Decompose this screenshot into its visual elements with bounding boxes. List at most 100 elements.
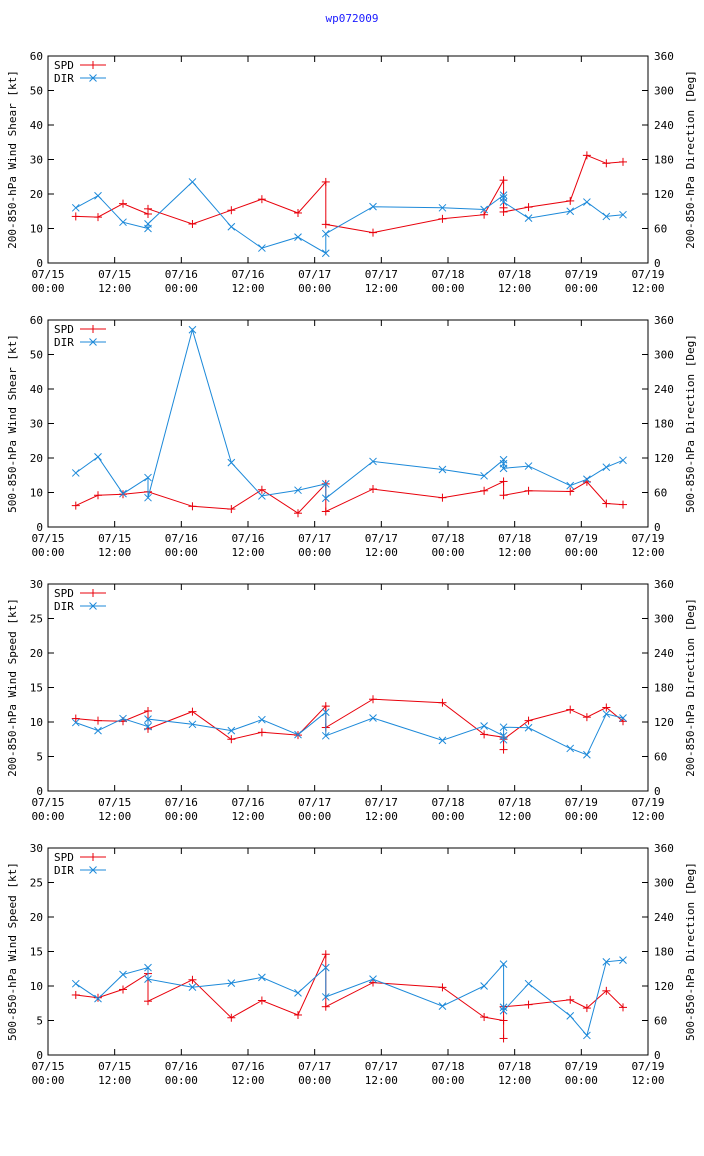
x-tick-time: 00:00 <box>565 546 598 559</box>
y-tick-label: 20 <box>30 647 43 660</box>
x-tick-time: 12:00 <box>365 282 398 295</box>
x-tick-date: 07/15 <box>31 532 64 545</box>
x-tick-time: 00:00 <box>165 1074 198 1087</box>
x-tick-time: 12:00 <box>498 282 531 295</box>
chart-500-850-wind-shear: 010203040506006012018024030036007/1500:0… <box>6 314 697 559</box>
data-point-dir <box>321 229 330 238</box>
data-point-spd <box>321 702 330 711</box>
x-tick-date: 07/18 <box>431 268 464 281</box>
y2-tick-label: 360 <box>654 578 674 591</box>
data-point-spd <box>144 204 152 213</box>
data-point-dir <box>438 736 447 745</box>
data-point-spd <box>71 714 80 723</box>
data-point-spd <box>188 707 197 716</box>
data-point-dir <box>144 963 152 972</box>
x-tick-date: 07/16 <box>165 532 198 545</box>
y-tick-label: 25 <box>30 877 43 890</box>
data-point-dir <box>602 710 611 718</box>
data-point-dir <box>499 191 508 200</box>
data-point-dir <box>94 191 102 200</box>
x-tick-time: 00:00 <box>165 282 198 295</box>
x-tick-time: 00:00 <box>31 546 64 559</box>
y2-axis-label: 200-850-hPa Direction [Deg] <box>684 598 697 777</box>
y-tick-label: 60 <box>30 314 43 327</box>
data-point-dir <box>71 979 80 988</box>
page-title: wp072009 <box>325 12 379 25</box>
data-point-spd <box>619 500 627 509</box>
data-point-dir <box>524 979 533 988</box>
x-tick-date: 07/19 <box>565 532 598 545</box>
data-point-dir <box>321 708 330 717</box>
data-point-dir <box>258 715 266 724</box>
y-tick-label: 30 <box>30 418 43 431</box>
data-point-spd <box>499 1016 508 1025</box>
data-point-dir <box>188 325 197 334</box>
x-tick-date: 07/18 <box>498 268 531 281</box>
data-point-dir <box>499 735 508 744</box>
data-point-dir <box>499 1006 508 1015</box>
data-point-dir <box>227 726 236 735</box>
data-point-dir <box>294 989 302 997</box>
data-point-spd <box>119 985 127 994</box>
x-tick-date: 07/16 <box>231 268 264 281</box>
data-point-spd <box>119 199 127 208</box>
y2-tick-label: 180 <box>654 946 674 959</box>
data-point-spd <box>438 214 447 223</box>
data-point-dir <box>369 714 377 722</box>
data-point-spd <box>524 486 533 495</box>
data-point-spd <box>582 151 591 160</box>
data-point-dir <box>321 963 330 972</box>
data-point-spd <box>94 213 102 222</box>
x-tick-time: 12:00 <box>231 282 264 295</box>
data-point-dir <box>71 718 80 727</box>
data-point-dir <box>294 486 302 495</box>
x-tick-date: 07/19 <box>565 796 598 809</box>
data-point-dir <box>94 452 102 461</box>
data-point-dir <box>144 473 152 482</box>
data-point-dir <box>369 975 377 983</box>
data-point-spd <box>227 1013 236 1022</box>
x-tick-time: 00:00 <box>431 1074 464 1087</box>
chart-500-850-wind-speed: 05101520253006012018024030036007/1500:00… <box>6 842 697 1087</box>
x-tick-date: 07/19 <box>631 532 664 545</box>
y-tick-label: 15 <box>30 682 43 695</box>
data-point-dir <box>144 722 152 731</box>
y2-tick-label: 120 <box>654 716 674 729</box>
data-point-spd <box>619 157 627 166</box>
data-point-spd <box>369 695 377 704</box>
x-tick-date: 07/15 <box>31 796 64 809</box>
data-point-spd <box>144 706 152 715</box>
x-tick-date: 07/19 <box>565 268 598 281</box>
y2-tick-label: 360 <box>654 50 674 63</box>
data-point-dir <box>619 956 627 964</box>
x-tick-time: 12:00 <box>231 546 264 559</box>
x-tick-date: 07/17 <box>365 268 398 281</box>
x-tick-time: 12:00 <box>231 1074 264 1087</box>
y-tick-label: 10 <box>30 487 43 500</box>
data-point-spd <box>619 1003 627 1012</box>
data-point-spd <box>499 745 508 754</box>
data-point-spd <box>71 501 80 510</box>
data-point-spd <box>582 713 591 722</box>
data-point-dir <box>188 178 197 186</box>
legend-label-spd: SPD <box>54 587 74 600</box>
y-tick-label: 10 <box>30 716 43 729</box>
y2-tick-label: 180 <box>654 154 674 167</box>
x-tick-time: 00:00 <box>165 810 198 823</box>
x-tick-time: 12:00 <box>365 810 398 823</box>
x-tick-date: 07/15 <box>98 532 131 545</box>
x-tick-date: 07/19 <box>631 1060 664 1073</box>
data-point-dir <box>321 249 330 258</box>
data-point-dir <box>227 458 236 467</box>
data-point-spd <box>438 983 447 992</box>
data-point-dir <box>583 1031 591 1040</box>
data-point-spd <box>499 1034 508 1043</box>
data-point-spd <box>499 176 508 185</box>
data-point-dir <box>499 723 508 732</box>
data-point-dir <box>369 202 377 211</box>
x-tick-date: 07/18 <box>498 1060 531 1073</box>
data-point-spd <box>566 705 575 714</box>
x-tick-time: 12:00 <box>365 1074 398 1087</box>
y2-tick-label: 60 <box>654 1015 667 1028</box>
y2-tick-label: 0 <box>654 521 661 534</box>
